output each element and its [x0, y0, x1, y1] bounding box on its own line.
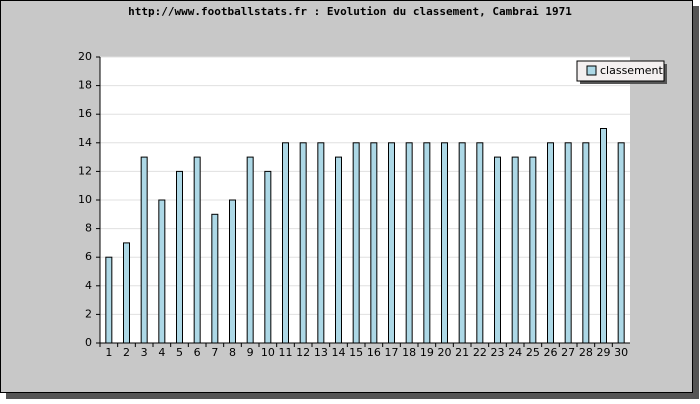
- bar: [370, 142, 378, 344]
- x-tick-label: 3: [141, 346, 148, 359]
- bar: [617, 142, 625, 344]
- x-tick-label: 11: [279, 346, 293, 359]
- bar: [564, 142, 572, 344]
- y-tick-label: 20: [78, 50, 92, 63]
- legend-swatch: [586, 65, 597, 76]
- x-tick-label: 17: [385, 346, 399, 359]
- bar: [582, 142, 590, 344]
- y-tick-label: 8: [85, 222, 92, 235]
- bar: [158, 199, 166, 344]
- x-tick-label: 13: [314, 346, 328, 359]
- bar: [246, 156, 254, 344]
- x-tick-label: 24: [508, 346, 522, 359]
- x-tick-label: 7: [211, 346, 218, 359]
- x-tick-label: 20: [438, 346, 452, 359]
- x-tick-label: 4: [158, 346, 165, 359]
- y-tick-label: 0: [85, 336, 92, 349]
- y-tick-label: 10: [78, 193, 92, 206]
- bar: [458, 142, 466, 344]
- x-tick-label: 29: [597, 346, 611, 359]
- y-tick-label: 12: [78, 164, 92, 177]
- y-tick-label: 4: [85, 279, 92, 292]
- bar: [193, 156, 201, 344]
- x-tick-label: 6: [194, 346, 201, 359]
- x-tick-label: 26: [544, 346, 558, 359]
- bar: [494, 156, 501, 344]
- y-tick-label: 18: [78, 79, 92, 92]
- x-tick-label: 8: [229, 346, 236, 359]
- bar: [140, 156, 148, 344]
- x-tick-label: 23: [491, 346, 505, 359]
- x-tick-label: 25: [526, 346, 540, 359]
- bar: [264, 170, 272, 344]
- x-tick-label: 15: [349, 346, 363, 359]
- bar: [317, 142, 325, 344]
- x-tick-label: 30: [614, 346, 628, 359]
- bar: [229, 199, 236, 344]
- bar: [529, 156, 537, 344]
- bar: [388, 142, 395, 344]
- x-tick-label: 14: [332, 346, 346, 359]
- x-tick-label: 9: [247, 346, 254, 359]
- x-tick-label: 2: [123, 346, 130, 359]
- y-tick-label: 14: [78, 136, 92, 149]
- bar: [299, 142, 307, 344]
- y-tick-label: 16: [78, 107, 92, 120]
- bar: [423, 142, 431, 344]
- bar: [600, 128, 607, 344]
- x-tick-label: 10: [261, 346, 275, 359]
- x-tick-label: 19: [420, 346, 434, 359]
- bar: [405, 142, 413, 344]
- x-tick-label: 5: [176, 346, 183, 359]
- bar: [476, 142, 484, 344]
- legend-box: [576, 60, 665, 82]
- bar: [511, 156, 519, 344]
- x-tick-label: 28: [579, 346, 593, 359]
- x-tick-label: 27: [561, 346, 575, 359]
- x-tick-label: 21: [455, 346, 469, 359]
- bar: [123, 242, 130, 344]
- y-tick-label: 6: [85, 250, 92, 263]
- bar: [547, 142, 554, 344]
- bar: [105, 256, 113, 344]
- y-tick-label: 2: [85, 307, 92, 320]
- x-tick-label: 1: [105, 346, 112, 359]
- bar: [441, 142, 448, 344]
- chart-title: http://www.footballstats.fr : Evolution …: [128, 5, 572, 18]
- bar: [176, 170, 183, 344]
- bar: [335, 156, 342, 344]
- bar: [282, 142, 289, 344]
- bar: [352, 142, 360, 344]
- legend-label: classement: [600, 64, 664, 77]
- x-tick-label: 16: [367, 346, 381, 359]
- x-tick-label: 18: [402, 346, 416, 359]
- x-tick-label: 22: [473, 346, 487, 359]
- bar: [211, 213, 219, 344]
- x-tick-label: 12: [296, 346, 310, 359]
